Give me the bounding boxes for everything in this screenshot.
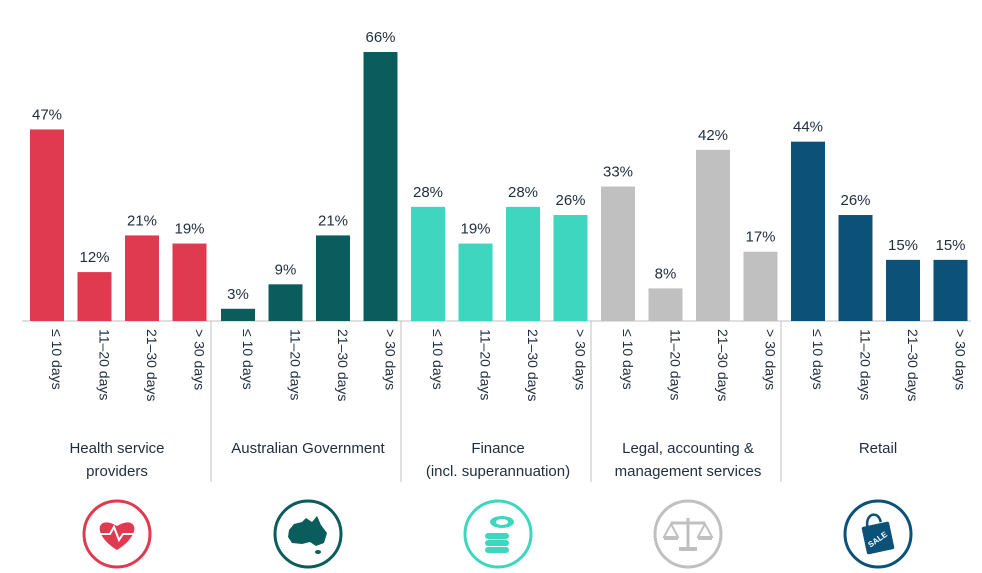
australia-map-icon [273,499,343,569]
data-label: 33% [603,164,633,181]
x-tick-label: 21–30 days [905,329,921,401]
x-tick-label: 11–20 days [97,329,113,400]
coins-stack-icon [463,499,533,569]
x-tick-label: 21–30 days [715,329,731,401]
shopping-bag-sale-icon: SALE [843,499,913,569]
heart-rate-icon [82,499,152,569]
x-tick-label: > 30 days [383,329,399,390]
data-label: 15% [888,237,918,254]
data-label: 12% [79,249,109,266]
bar [838,215,873,321]
data-label: 66% [365,29,395,46]
bar [791,141,825,321]
data-label: 19% [460,221,490,238]
x-tick-label: 11–20 days [288,329,304,400]
x-tick-label: 21–30 days [144,329,160,401]
data-label: 47% [32,106,62,123]
bar-group: 44% ≤ 10 days 26% 11–20 days 15% 21–30 days 15… [780,119,969,569]
group-label: Retail [859,440,897,457]
bar [30,129,64,321]
bar [125,235,159,321]
x-tick-label: > 30 days [763,329,779,390]
data-label: 26% [840,192,870,209]
data-label: 21% [318,212,348,229]
group-label: Finance [471,440,524,457]
data-label: 19% [174,221,204,238]
bar [696,149,730,321]
group-label: Legal, accounting & [622,440,754,457]
group-label: providers [86,463,148,480]
bar [458,243,493,321]
bar-group: 28% ≤ 10 days 19% 11–20 days 28% 21–30 days 26… [400,184,589,569]
x-tick-label: ≤ 10 days [240,329,256,390]
bar-group: 33% ≤ 10 days 8% 11–20 days 42% 21–30 days 17%… [590,127,779,569]
bar [506,206,540,321]
x-tick-label: 21–30 days [525,329,541,401]
data-label: 42% [698,127,728,144]
scales-of-justice-icon [653,499,723,569]
x-tick-label: ≤ 10 days [620,329,636,390]
data-label: 15% [935,237,965,254]
x-tick-label: > 30 days [953,329,969,390]
data-label: 17% [745,229,775,246]
bar [743,251,778,321]
bar [221,308,255,321]
group-label: Health service [69,440,164,457]
x-tick-label: 11–20 days [858,329,874,400]
x-tick-label: > 30 days [192,329,208,390]
group-label: (incl. superannuation) [426,463,570,480]
bar [601,186,635,321]
bar-group: 47% ≤ 10 days 12% 11–20 days 21% 21–30 days 19… [30,106,208,569]
x-tick-label: > 30 days [573,329,589,390]
bar [648,288,683,321]
data-label: 28% [508,184,538,201]
data-label: 26% [555,192,585,209]
x-tick-label: 21–30 days [335,329,351,401]
data-label: 9% [275,261,297,278]
data-label: 8% [655,265,677,282]
data-label: 28% [413,184,443,201]
bar-group: 3% ≤ 10 days 9% 11–20 days 21% 21–30 days 66% >… [210,29,399,569]
x-tick-label: 11–20 days [668,329,684,400]
x-tick-label: ≤ 10 days [810,329,826,390]
bar [77,272,112,321]
group-label: Australian Government [231,440,385,457]
bar [316,235,350,321]
bar [886,259,920,321]
x-tick-label: ≤ 10 days [430,329,446,390]
data-label: 44% [793,119,823,136]
bar [933,259,968,321]
bar [363,52,398,321]
data-label: 21% [127,212,157,229]
x-tick-label: 11–20 days [478,329,494,400]
data-label: 3% [227,286,249,303]
bar [411,206,445,321]
bar [268,284,303,321]
bar [553,215,588,321]
group-label: management services [615,463,762,480]
x-tick-label: ≤ 10 days [49,329,65,390]
bar [172,243,207,321]
